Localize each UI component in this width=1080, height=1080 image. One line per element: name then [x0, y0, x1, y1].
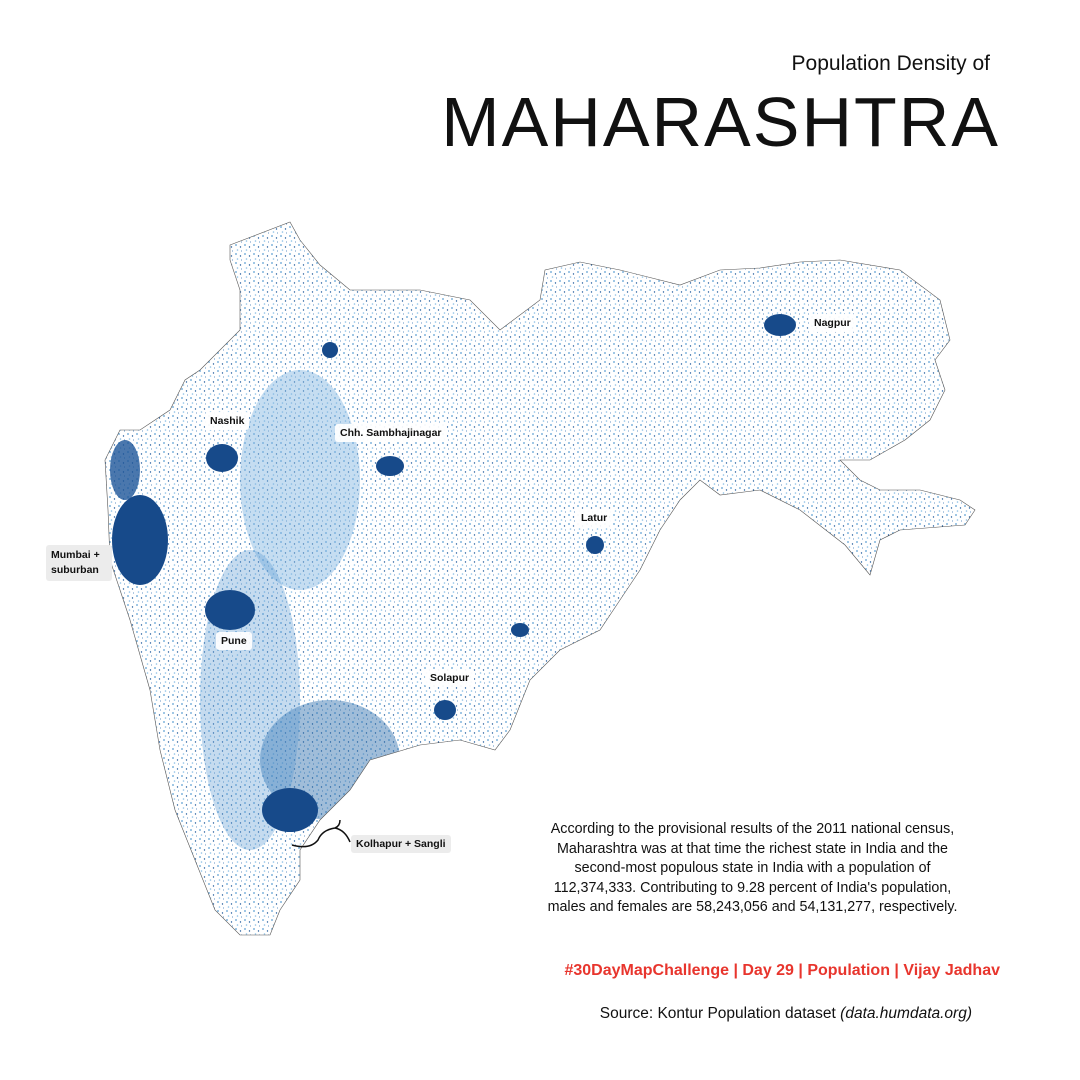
city-label: Pune [216, 632, 252, 650]
source: Source: Kontur Population dataset (data.… [600, 1005, 972, 1023]
source-link: (data.humdata.org) [840, 1005, 972, 1022]
credit: #30DayMapChallenge | Day 29 | Population… [564, 962, 1000, 979]
bracket [291, 819, 351, 848]
city-label: Mumbai + suburban [46, 545, 112, 581]
city-label: Solapur [425, 669, 475, 687]
subtitle: Population Density of [791, 52, 990, 75]
source-text: Source: Kontur Population dataset [599, 1005, 836, 1022]
title: MAHARASHTRA [441, 83, 1000, 161]
city-label: Nashik [205, 412, 250, 430]
description: According to the provisional results of … [547, 821, 958, 915]
city-label: Latur [576, 509, 613, 527]
city-label: Kolhapur + Sangli [351, 835, 451, 853]
city-label: Chh. Sambhajinagar [335, 424, 447, 442]
city-label: Nagpur [809, 314, 856, 332]
